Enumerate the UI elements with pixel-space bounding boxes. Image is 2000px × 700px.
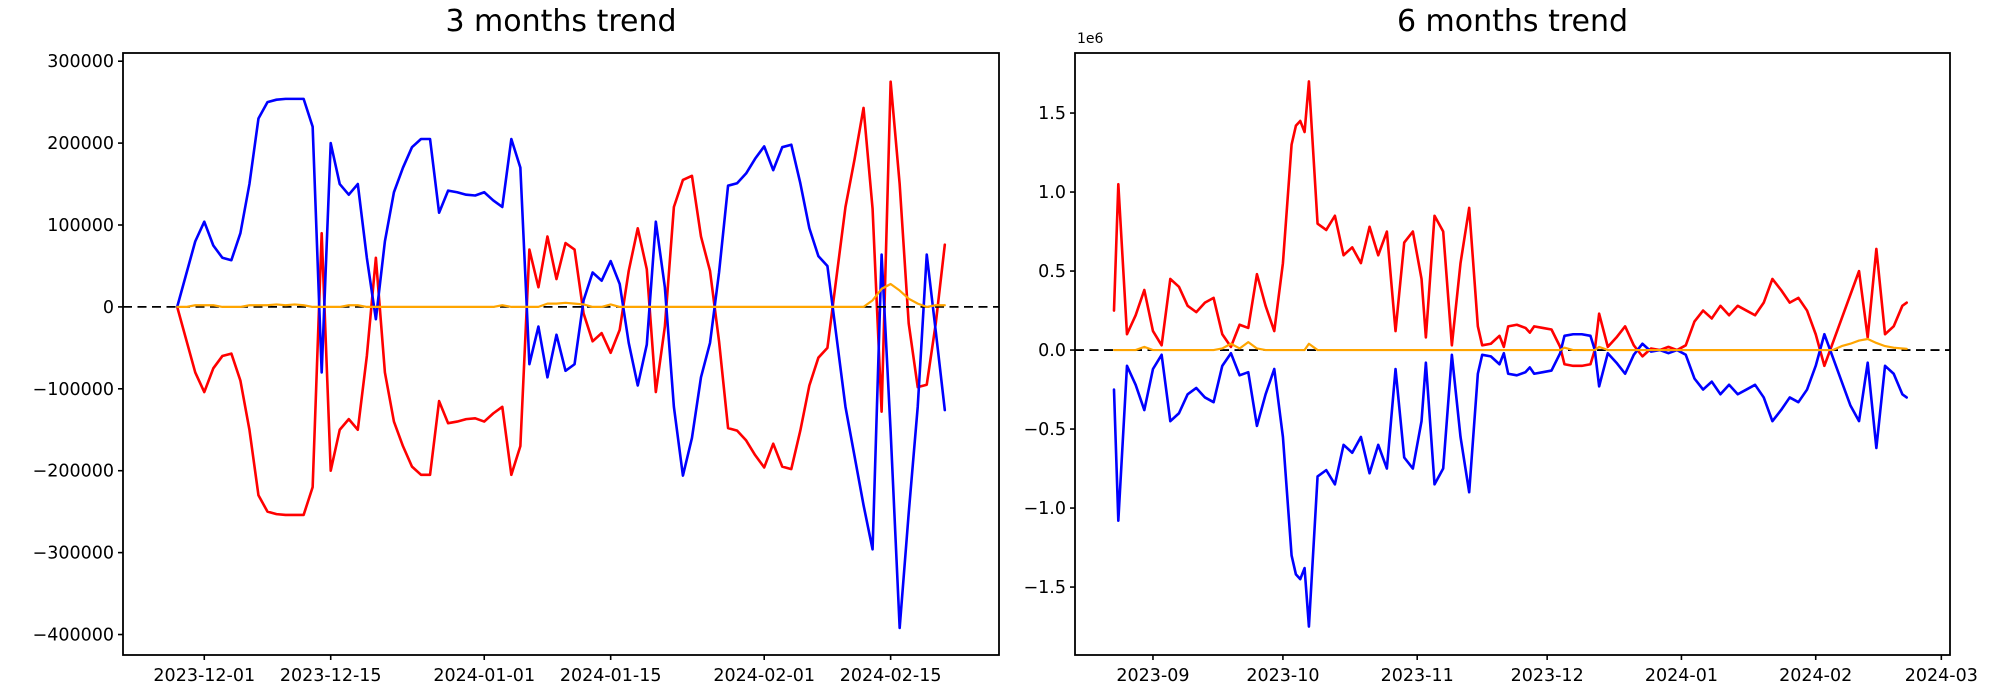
orange-line	[1112, 337, 1908, 352]
x-tick-label: 2023-10	[1246, 666, 1319, 686]
x-tick-label: 2024-03	[1905, 666, 1978, 686]
y-tick-label: 300000	[47, 52, 114, 72]
chart-title-3-months: 3 months trend	[445, 4, 677, 39]
x-tick-label: 2023-11	[1381, 666, 1454, 686]
y-tick-label: −1.0	[1024, 499, 1067, 519]
y-tick-label: 0.5	[1038, 262, 1066, 282]
x-tick-label: 2023-09	[1116, 666, 1189, 686]
y-tick-label: 100000	[47, 216, 114, 236]
x-tick-label: 2023-12-15	[280, 666, 382, 686]
y-tick-label: −1.5	[1024, 578, 1067, 598]
x-tick-label: 2024-01-01	[433, 666, 535, 686]
x-tick-label: 2024-02-01	[713, 666, 815, 686]
chart-title-6-months: 6 months trend	[1396, 4, 1629, 39]
x-tick-label: 2023-12-01	[153, 666, 255, 686]
y-tick-label: 1.5	[1038, 104, 1066, 124]
x-tick-label: 2024-01	[1645, 666, 1718, 686]
axes-spines	[1074, 52, 1951, 656]
y-tick-label: −200000	[33, 462, 114, 482]
red-line	[1112, 80, 1908, 368]
y-axis-offset-label: 1e6	[1077, 31, 1104, 47]
x-tick-label: 2024-02	[1779, 666, 1852, 686]
y-tick-label: 0.0	[1038, 341, 1066, 361]
y-tick-label: 0	[103, 298, 114, 318]
y-tick-label: 200000	[47, 134, 114, 154]
y-tick-label: −100000	[33, 380, 114, 400]
plot-3-months: 2023-12-01 2023-12-15 2024-01-01 2024-01-15…	[33, 52, 1000, 686]
y-tick-label: −0.5	[1024, 420, 1067, 440]
blue-line	[1112, 332, 1908, 628]
blue-line	[175, 97, 947, 630]
orange-line	[176, 282, 946, 308]
x-tick-label: 2024-02-15	[840, 666, 942, 686]
red-line	[175, 80, 947, 517]
y-tick-label: −400000	[33, 626, 114, 646]
y-tick-label: −300000	[33, 544, 114, 564]
y-tick-label: 1.0	[1038, 183, 1066, 203]
plot-6-months: 2023-09 2023-10 2023-11 2023-12 2024-01 2024-…	[1024, 52, 1978, 686]
x-tick-label: 2023-12	[1511, 666, 1584, 686]
x-tick-label: 2024-01-15	[560, 666, 662, 686]
axes-spines	[122, 52, 1000, 656]
